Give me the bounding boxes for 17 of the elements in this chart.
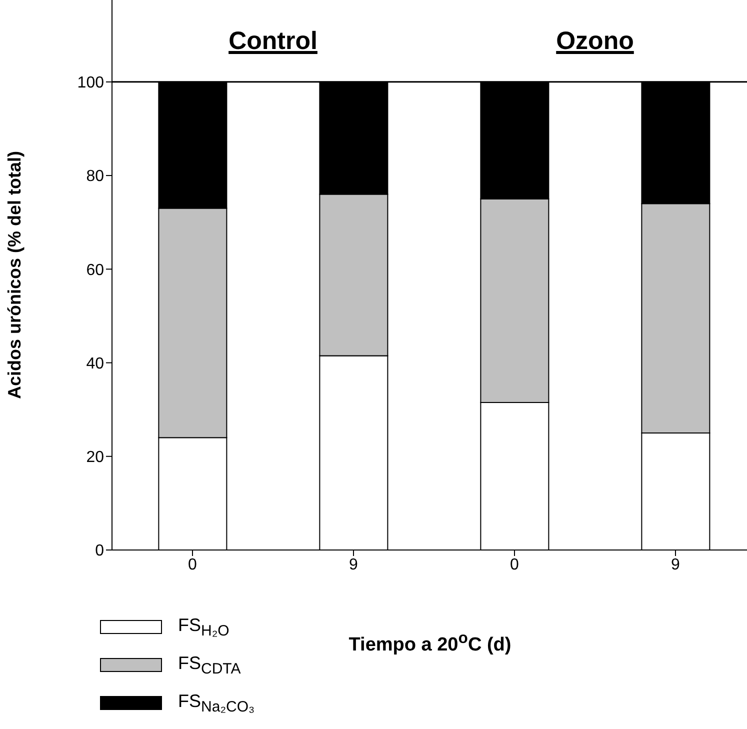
y-tick-label: 80	[86, 168, 104, 186]
x-tick-label: 0	[188, 556, 198, 574]
legend-label: FS$_{Na₂CO₃}$	[178, 690, 255, 716]
y-axis-title: Acidos urónicos (% del total)	[4, 150, 24, 400]
y-tick-label: 20	[86, 449, 104, 466]
x-tick-label: 9	[349, 556, 358, 574]
legend-label: FS$_{CDTA}$	[178, 652, 241, 678]
y-tick-label: 100	[77, 74, 104, 92]
text: Ozono	[556, 26, 634, 56]
x-tick-label: 9	[671, 556, 680, 574]
y-tick-label: 40	[86, 355, 104, 372]
legend-label: FS$_{H₂O}$	[178, 614, 230, 640]
x-tick-label: 0	[510, 556, 520, 574]
y-tick-label: 60	[86, 262, 104, 279]
text: Control	[228, 26, 318, 56]
x-axis-title: Tiempo a 20$^{o}$C (d)	[348, 630, 512, 656]
y-tick-label: 0	[95, 542, 104, 560]
